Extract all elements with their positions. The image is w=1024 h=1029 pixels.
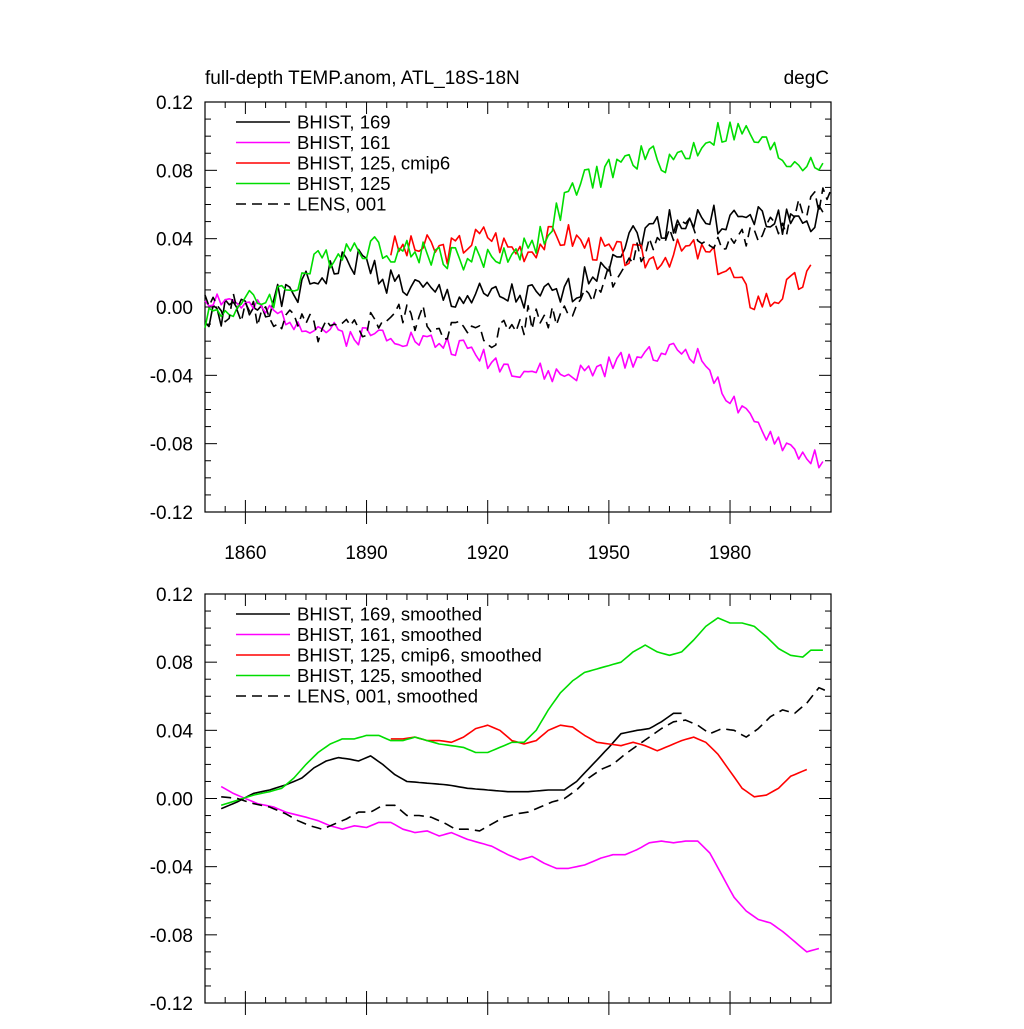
series-line-1	[220, 712, 682, 810]
y-tick-label: 0.00	[156, 790, 193, 811]
y-tick-label: 0.12	[156, 585, 193, 606]
legend-label-3: BHIST, 125, cmip6	[297, 153, 450, 174]
series-line-3	[390, 724, 808, 798]
series-line-3	[390, 224, 812, 311]
chart-panel-1: full-depth TEMP.anom, ATL_18S-18N degC 0.1…	[150, 68, 832, 564]
series-line-4	[220, 617, 823, 807]
y-tick-label: -0.12	[150, 994, 193, 1015]
y-tick-label: -0.12	[150, 503, 193, 524]
y-tick-label: 0.04	[156, 230, 193, 251]
legend-label-5: LENS, 001, smoothed	[297, 686, 478, 707]
y-tick-label: 0.12	[156, 93, 193, 114]
y-tick-label: -0.08	[150, 435, 193, 456]
chart-panel-2: 0.12 0.08 0.04 0.00 -0.04 -0.08 -0.12 BHIST, 16…	[150, 585, 832, 1015]
y-tick-label: 0.00	[156, 298, 193, 319]
legend-label-2: BHIST, 161, smoothed	[297, 624, 482, 645]
legend-label-1: BHIST, 169	[297, 112, 391, 133]
series-line-4	[204, 121, 824, 328]
legend-label-2: BHIST, 161	[297, 132, 391, 153]
x-tick-label: 1950	[588, 543, 630, 564]
series-line-2	[204, 293, 824, 469]
x-tick-label: 1920	[467, 543, 509, 564]
x-tick-label: 1980	[709, 543, 751, 564]
series-line-5	[204, 187, 832, 349]
y-tick-label: -0.04	[150, 366, 194, 387]
legend-label-3: BHIST, 125, cmip6, smoothed	[297, 645, 542, 666]
y-tick-label: 0.04	[156, 721, 193, 742]
y-tick-label: -0.04	[150, 858, 194, 879]
legend-label-1: BHIST, 169, smoothed	[297, 604, 482, 625]
series-line-1	[204, 204, 824, 328]
chart-title: full-depth TEMP.anom, ATL_18S-18N	[205, 68, 520, 89]
y-tick-label: 0.08	[156, 161, 193, 182]
y-tick-label: 0.08	[156, 653, 193, 674]
y-tick-label: -0.08	[150, 926, 193, 947]
legend-label-5: LENS, 001	[297, 194, 386, 215]
series-line-5	[221, 686, 828, 832]
x-tick-label: 1890	[345, 543, 387, 564]
legend-label-4: BHIST, 125	[297, 173, 391, 194]
series-line-2	[220, 785, 820, 953]
units-label: degC	[784, 68, 829, 89]
legend-label-4: BHIST, 125, smoothed	[297, 665, 482, 686]
x-tick-label: 1860	[224, 543, 266, 564]
